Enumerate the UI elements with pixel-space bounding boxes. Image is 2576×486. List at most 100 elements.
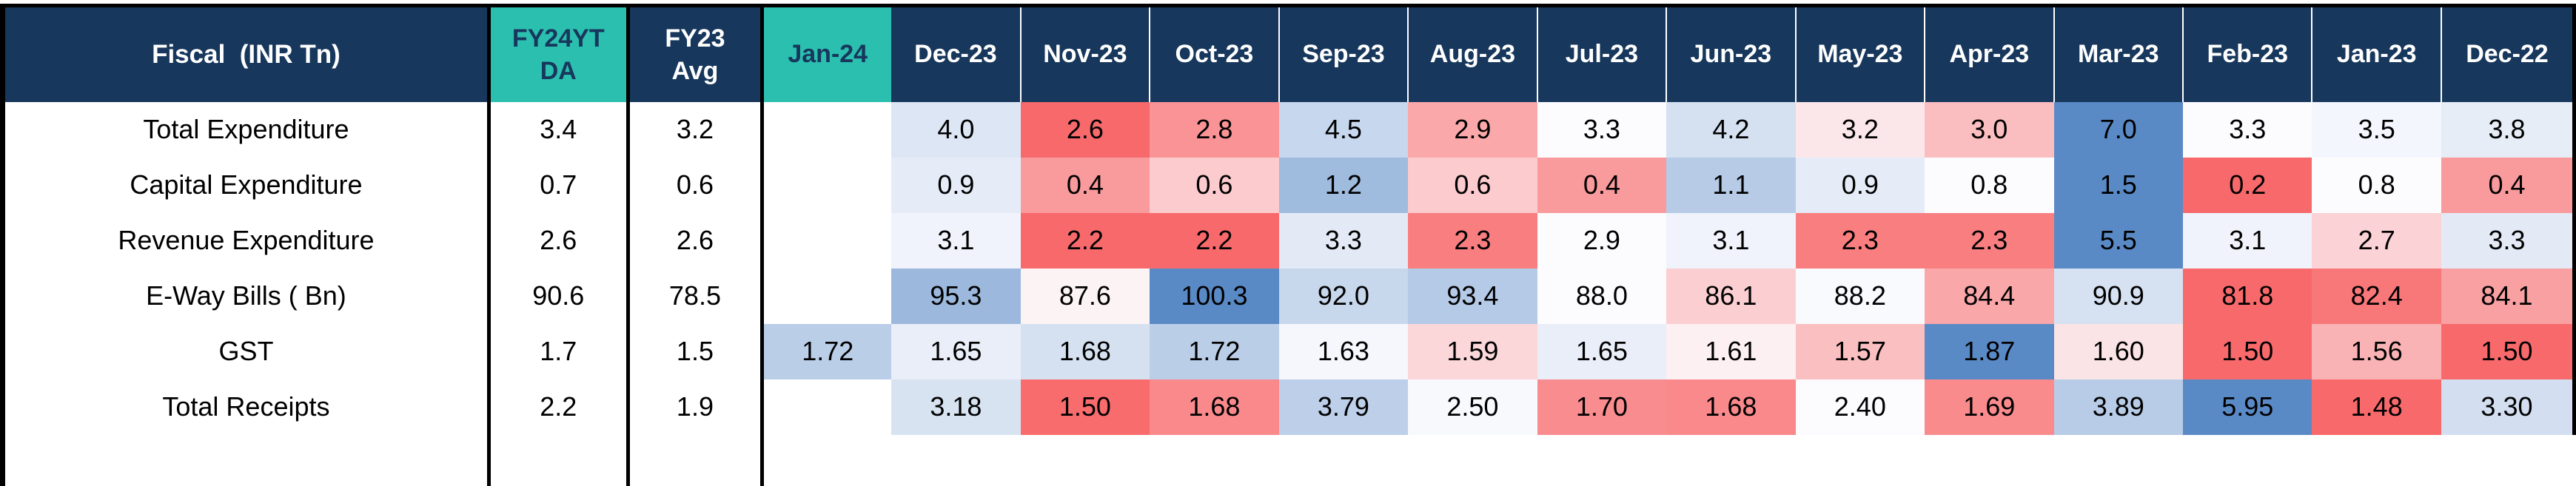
- heatmap-cell: 3.2: [1795, 101, 1925, 158]
- heatmap-cell-label: 1.68: [1705, 391, 1757, 422]
- heatmap-cell: 1.57: [1795, 323, 1925, 379]
- heatmap-cell-label: 1.69: [1963, 391, 2016, 422]
- heatmap-cell-label: 1.59: [1446, 336, 1499, 366]
- heatmap-cell: 2.50: [1408, 379, 1537, 435]
- heatmap-cell-label: 87.6: [1059, 280, 1111, 311]
- heatmap-cell: 3.5: [2312, 101, 2441, 158]
- footer-spacer-label: [0, 434, 491, 486]
- heatmap-cell-label: 3.3: [1324, 225, 1362, 255]
- row-label: Total Expenditure: [0, 101, 491, 158]
- heatmap-cell-label: 1.72: [1188, 336, 1241, 366]
- heatmap-cell: 1.65: [891, 323, 1021, 379]
- heatmap-cell-label: 1.68: [1188, 391, 1241, 422]
- month-header-jan-23: Jan-23: [2312, 4, 2442, 102]
- heatmap-cell: 4.5: [1278, 101, 1409, 158]
- fy24ytd-avg-header: FY24YTDA: [489, 4, 630, 102]
- heatmap-cell-label: 2.7: [2358, 225, 2395, 255]
- heatmap-cell-label: 2.3: [1970, 225, 2008, 255]
- fy24ytd-value: 2.6: [489, 212, 630, 269]
- heatmap-cell: [762, 101, 892, 158]
- month-header-oct-23-label: Oct-23: [1175, 40, 1254, 69]
- heatmap-cell: 92.0: [1278, 268, 1409, 324]
- heatmap-cell-label: 1.68: [1059, 336, 1111, 366]
- heatmap-cell-label: 2.50: [1446, 391, 1499, 422]
- month-header-aug-23: Aug-23: [1408, 4, 1538, 102]
- heatmap-cell-label: 84.4: [1963, 280, 2016, 311]
- heatmap-cell-label: 1.63: [1317, 336, 1369, 366]
- heatmap-cell-label: 4.5: [1324, 114, 1362, 144]
- heatmap-cell-label: 1.60: [2092, 336, 2144, 366]
- heatmap-cell: 2.7: [2312, 212, 2441, 269]
- month-header-dec-22: Dec-22: [2441, 4, 2576, 102]
- month-header-apr-23-label: Apr-23: [1949, 40, 2030, 69]
- fy24ytd-value: 1.7: [489, 323, 630, 379]
- heatmap-cell: 0.6: [1150, 157, 1279, 213]
- heatmap-cell: 0.4: [1020, 157, 1150, 213]
- table-row-total-expenditure: Total Expenditure 3.4 3.2 4.0 2.6 2.8 4.5 2.9 3.…: [0, 101, 2576, 158]
- month-header-jul-23-label: Jul-23: [1565, 40, 1639, 69]
- heatmap-cell-label: 2.9: [1454, 114, 1492, 144]
- heatmap-cell: 3.79: [1278, 379, 1409, 435]
- fy23-avg-value-label: 1.5: [676, 336, 714, 366]
- heatmap-cell-label: 3.2: [1841, 114, 1879, 144]
- heatmap-cell: 93.4: [1408, 268, 1537, 324]
- month-header-apr-23: Apr-23: [1925, 4, 2055, 102]
- heatmap-cell-label: 1.72: [802, 336, 854, 366]
- heatmap-cell: 3.8: [2441, 101, 2576, 158]
- heatmap-cell: 0.6: [1408, 157, 1537, 213]
- heatmap-cell: 90.9: [2053, 268, 2183, 324]
- month-header-feb-23: Feb-23: [2183, 4, 2313, 102]
- heatmap-cell-label: 0.8: [1970, 169, 2008, 200]
- heatmap-cell: 82.4: [2312, 268, 2441, 324]
- fy23-avg-value-label: 78.5: [668, 280, 721, 311]
- heatmap-cell-label: 3.89: [2092, 391, 2144, 422]
- heatmap-cell-label: 2.40: [1834, 391, 1886, 422]
- corner-header-fiscal: Fiscal (INR Tn): [0, 4, 491, 102]
- heatmap-cell: 3.3: [1278, 212, 1409, 269]
- heatmap-cell: 1.69: [1925, 379, 2054, 435]
- heatmap-cell-label: 1.61: [1705, 336, 1757, 366]
- header-row: Fiscal (INR Tn) FY24YTDA FY23 Avg Jan-24 Dec…: [0, 4, 2576, 102]
- fy23-avg-value: 78.5: [628, 268, 765, 324]
- footer-spacer-fy23: [628, 434, 765, 486]
- row-label-label: E-Way Bills ( Bn): [146, 280, 346, 311]
- heatmap-cell-label: 2.3: [1454, 225, 1492, 255]
- heatmap-cell: 84.1: [2441, 268, 2576, 324]
- heatmap-cell-label: 3.1: [937, 225, 975, 255]
- month-header-dec-22-label: Dec-22: [2466, 40, 2549, 69]
- heatmap-cell: [762, 212, 892, 269]
- heatmap-cell: 1.87: [1925, 323, 2054, 379]
- heatmap-cell: 3.18: [891, 379, 1021, 435]
- heatmap-cell-label: 1.65: [930, 336, 982, 366]
- heatmap-cell: 86.1: [1666, 268, 1796, 324]
- heatmap-cell-label: 1.1: [1712, 169, 1750, 200]
- heatmap-cell: 7.0: [2053, 101, 2183, 158]
- month-header-feb-23-label: Feb-23: [2207, 40, 2289, 69]
- heatmap-cell-label: 93.4: [1446, 280, 1499, 311]
- row-label-label: Revenue Expenditure: [118, 225, 375, 255]
- month-header-may-23-label: May-23: [1817, 40, 1903, 69]
- fiscal-heatmap-table: Fiscal (INR Tn) FY24YTDA FY23 Avg Jan-24 Dec…: [0, 4, 2576, 486]
- heatmap-cell-label: 4.0: [937, 114, 975, 144]
- month-header-may-23: May-23: [1795, 4, 1926, 102]
- heatmap-cell: 0.2: [2183, 157, 2312, 213]
- month-header-mar-23: Mar-23: [2053, 4, 2184, 102]
- month-header-jun-23: Jun-23: [1666, 4, 1797, 102]
- fy24ytd-value-label: 3.4: [540, 114, 577, 144]
- heatmap-cell: 1.50: [2441, 323, 2576, 379]
- heatmap-cell-label: 1.70: [1575, 391, 1628, 422]
- heatmap-cell: 0.8: [1925, 157, 2054, 213]
- heatmap-cell: 3.3: [2441, 212, 2576, 269]
- heatmap-cell-label: 7.0: [2099, 114, 2137, 144]
- heatmap-cell-label: 4.2: [1712, 114, 1750, 144]
- heatmap-cell: 1.68: [1020, 323, 1150, 379]
- heatmap-cell-label: 3.3: [1583, 114, 1620, 144]
- heatmap-cell: 88.2: [1795, 268, 1925, 324]
- month-header-oct-23: Oct-23: [1150, 4, 1280, 102]
- heatmap-cell-label: 2.9: [1583, 225, 1620, 255]
- heatmap-cell-label: 3.1: [2229, 225, 2267, 255]
- heatmap-cell: 81.8: [2183, 268, 2312, 324]
- heatmap-cell-label: 1.56: [2350, 336, 2403, 366]
- row-label-label: Total Expenditure: [143, 114, 349, 144]
- heatmap-cell-label: 1.2: [1324, 169, 1362, 200]
